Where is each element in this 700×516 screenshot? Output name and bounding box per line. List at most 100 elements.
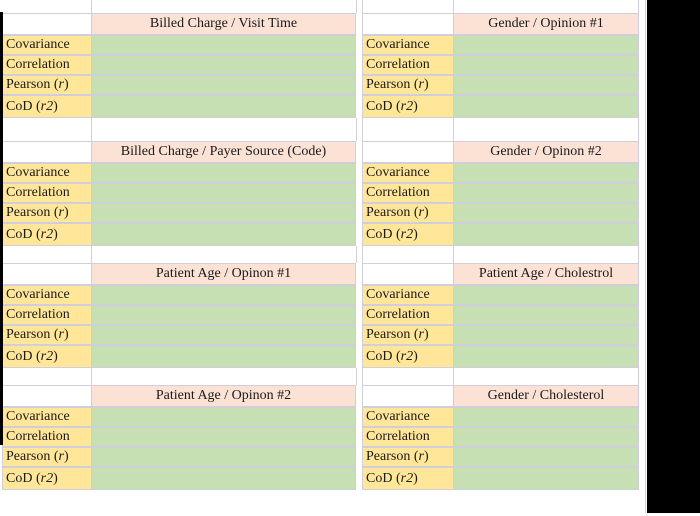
row-label-italic: r2 bbox=[40, 348, 54, 364]
row-label-cell-pearson[interactable]: Pearson (r) bbox=[2, 447, 92, 467]
row-label-cell-correlation[interactable]: Correlation bbox=[362, 427, 454, 447]
data-cell[interactable] bbox=[453, 95, 639, 118]
row-label-cell-cod[interactable]: CoD (r2) bbox=[362, 467, 454, 490]
section-header-row: Billed Charge / Visit Time Gender / Opin… bbox=[0, 13, 647, 35]
grid-band bbox=[0, 0, 647, 13]
data-cell[interactable] bbox=[453, 35, 639, 55]
section-title-cell[interactable]: Patient Age / Opinon #2 bbox=[91, 385, 356, 407]
row-label-cell-correlation[interactable]: Correlation bbox=[2, 183, 92, 203]
data-cell[interactable] bbox=[453, 223, 639, 246]
section-2: Billed Charge / Payer Source (Code) Gend… bbox=[0, 141, 647, 246]
row-label-italic: r bbox=[418, 77, 424, 92]
row-label-cell-cod[interactable]: CoD (r2) bbox=[362, 95, 454, 118]
data-cell[interactable] bbox=[453, 203, 639, 223]
row-label: Pearson ( bbox=[366, 327, 419, 342]
row-label-cell-pearson[interactable]: Pearson (r) bbox=[362, 447, 454, 467]
data-cell[interactable] bbox=[91, 427, 356, 447]
data-cell[interactable] bbox=[453, 55, 639, 75]
row-label-italic: r bbox=[58, 327, 64, 342]
data-cell[interactable] bbox=[91, 345, 356, 368]
data-cell[interactable] bbox=[91, 285, 356, 305]
corner-cell[interactable] bbox=[362, 385, 454, 407]
section-title-cell[interactable]: Billed Charge / Visit Time bbox=[91, 13, 356, 35]
corner-cell[interactable] bbox=[2, 13, 92, 35]
data-cell[interactable] bbox=[453, 305, 639, 325]
row-label-cell-correlation[interactable]: Correlation bbox=[2, 55, 92, 75]
corner-cell[interactable] bbox=[362, 141, 454, 163]
section-title-cell[interactable]: Patient Age / Cholestrol bbox=[453, 263, 639, 285]
data-cell[interactable] bbox=[91, 467, 356, 490]
row-label-cell-cod[interactable]: CoD (r2) bbox=[362, 223, 454, 246]
data-cell[interactable] bbox=[91, 447, 356, 467]
row-label-cell-correlation[interactable]: Correlation bbox=[2, 305, 92, 325]
row-label-cell-covariance[interactable]: Covariance bbox=[2, 35, 92, 55]
row-label-cell-pearson[interactable]: Pearson (r) bbox=[362, 75, 454, 95]
data-cell[interactable] bbox=[91, 223, 356, 246]
section-title-cell[interactable]: Billed Charge / Payer Source (Code) bbox=[91, 141, 356, 163]
row-label-cell-covariance[interactable]: Covariance bbox=[2, 407, 92, 427]
data-cell[interactable] bbox=[453, 285, 639, 305]
data-cell[interactable] bbox=[91, 325, 356, 345]
data-cell[interactable] bbox=[453, 163, 639, 183]
row-label-cell-covariance[interactable]: Covariance bbox=[2, 163, 92, 183]
data-cell[interactable] bbox=[91, 305, 356, 325]
section-title-cell[interactable]: Patient Age / Opinon #1 bbox=[91, 263, 356, 285]
corner-cell[interactable] bbox=[2, 385, 92, 407]
row-label: CoD ( bbox=[6, 470, 41, 486]
row-label-cell-pearson[interactable]: Pearson (r) bbox=[2, 325, 92, 345]
row-label-cell-covariance[interactable]: Covariance bbox=[362, 407, 454, 427]
row-label-cell-pearson[interactable]: Pearson (r) bbox=[2, 75, 92, 95]
row-label-post: ) bbox=[413, 348, 418, 364]
data-cell[interactable] bbox=[91, 183, 356, 203]
data-cell[interactable] bbox=[453, 407, 639, 427]
row-label-cell-pearson[interactable]: Pearson (r) bbox=[362, 325, 454, 345]
corner-cell[interactable] bbox=[2, 141, 92, 163]
row-label-cell-covariance[interactable]: Covariance bbox=[362, 285, 454, 305]
row-label: CoD ( bbox=[6, 348, 41, 364]
row-label-cell-cod[interactable]: CoD (r2) bbox=[362, 345, 454, 368]
table-row: Covariance Covariance bbox=[0, 163, 647, 183]
row-label-cell-correlation[interactable]: Correlation bbox=[362, 55, 454, 75]
row-label-cell-correlation[interactable]: Correlation bbox=[362, 183, 454, 203]
section-title-cell[interactable]: Gender / Opinon #2 bbox=[453, 141, 639, 163]
table-row: Pearson (r) Pearson (r) bbox=[0, 447, 647, 467]
section-title-cell[interactable]: Gender / Opinion #1 bbox=[453, 13, 639, 35]
row-label-post: ) bbox=[423, 205, 429, 220]
data-cell[interactable] bbox=[453, 75, 639, 95]
section-title-cell[interactable]: Gender / Cholesterol bbox=[453, 385, 639, 407]
row-label-cell-cod[interactable]: CoD (r2) bbox=[2, 345, 92, 368]
row-label-cell-cod[interactable]: CoD (r2) bbox=[2, 95, 92, 118]
row-label-cell-cod[interactable]: CoD (r2) bbox=[2, 223, 92, 246]
data-cell[interactable] bbox=[453, 345, 639, 368]
data-cell[interactable] bbox=[453, 427, 639, 447]
row-label-cell-covariance[interactable]: Covariance bbox=[362, 163, 454, 183]
data-cell[interactable] bbox=[91, 95, 356, 118]
row-label-cell-cod[interactable]: CoD (r2) bbox=[2, 467, 92, 490]
data-cell[interactable] bbox=[91, 203, 356, 223]
section-title: Gender / Opinion #1 bbox=[488, 16, 604, 31]
data-cell[interactable] bbox=[453, 183, 639, 203]
row-label-cell-pearson[interactable]: Pearson (r) bbox=[362, 203, 454, 223]
table-row: Pearson (r) Pearson (r) bbox=[0, 203, 647, 223]
corner-cell[interactable] bbox=[362, 263, 454, 285]
row-label: Covariance bbox=[366, 287, 430, 302]
data-cell[interactable] bbox=[91, 35, 356, 55]
data-cell[interactable] bbox=[91, 407, 356, 427]
row-label-cell-correlation[interactable]: Correlation bbox=[2, 427, 92, 447]
row-label-cell-pearson[interactable]: Pearson (r) bbox=[2, 203, 92, 223]
gridline bbox=[91, 0, 92, 13]
data-cell[interactable] bbox=[91, 55, 356, 75]
data-cell[interactable] bbox=[91, 75, 356, 95]
row-label-italic: r bbox=[58, 205, 64, 220]
row-label-cell-correlation[interactable]: Correlation bbox=[362, 305, 454, 325]
row-label-cell-covariance[interactable]: Covariance bbox=[362, 35, 454, 55]
data-cell[interactable] bbox=[453, 447, 639, 467]
section-title: Patient Age / Opinon #1 bbox=[155, 266, 292, 281]
corner-cell[interactable] bbox=[362, 13, 454, 35]
row-label-cell-covariance[interactable]: Covariance bbox=[2, 285, 92, 305]
data-cell[interactable] bbox=[453, 325, 639, 345]
data-cell[interactable] bbox=[91, 163, 356, 183]
data-cell[interactable] bbox=[453, 467, 639, 490]
row-label: Correlation bbox=[366, 429, 430, 444]
corner-cell[interactable] bbox=[2, 263, 92, 285]
